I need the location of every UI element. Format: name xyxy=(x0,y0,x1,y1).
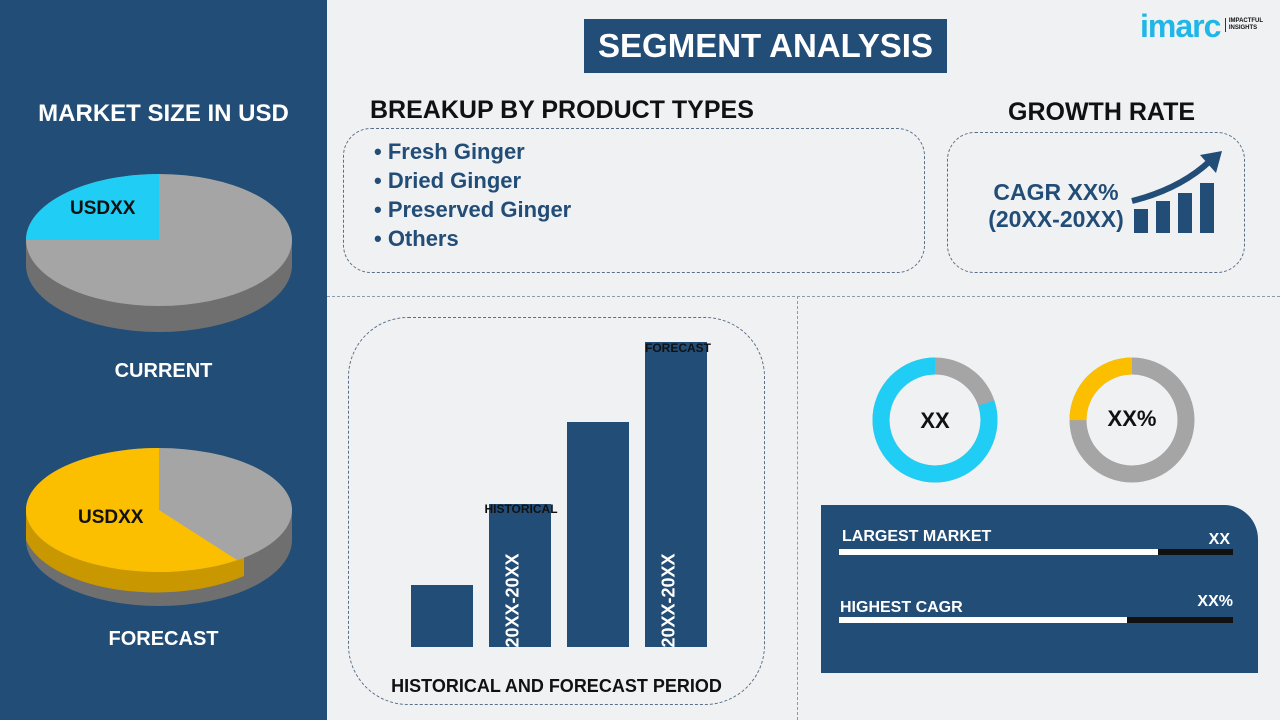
imarc-logo: imarc IMPACTFUL INSIGHTS xyxy=(1140,8,1269,45)
x-axis-label: HISTORICAL AND FORECAST PERIOD xyxy=(391,676,722,696)
progress-bar xyxy=(839,617,1233,623)
market-size-heading: MARKET SIZE IN USD xyxy=(38,100,289,127)
growth-box: CAGR XX% (20XX-20XX) xyxy=(947,132,1245,273)
market-size-panel: MARKET SIZE IN USD USDXX CURRENT USDXX F… xyxy=(0,0,327,720)
page-title: SEGMENT ANALYSIS xyxy=(584,19,947,73)
cagr-period: (20XX-20XX) xyxy=(988,206,1124,232)
donut-1-label: XX xyxy=(920,408,950,433)
stat-value: XX% xyxy=(1197,593,1233,610)
forecast-side-slice xyxy=(26,510,244,593)
list-item: • Others xyxy=(374,226,459,251)
forecast-period: 20XX-20XX xyxy=(658,553,679,648)
donut-2-label: XX% xyxy=(1107,406,1157,431)
list-item: • Fresh Ginger xyxy=(374,139,525,164)
donut-segment xyxy=(872,357,998,483)
current-slice xyxy=(26,174,159,240)
stat-value: XX xyxy=(1208,531,1230,548)
list-item: • Preserved Ginger xyxy=(374,197,572,222)
current-pie xyxy=(26,174,292,332)
growth-heading: GROWTH RATE xyxy=(1008,98,1196,126)
cagr-text: CAGR XX% xyxy=(993,179,1119,205)
growth-chart-icon xyxy=(1131,151,1222,233)
bar-chart: HISTORICAL FORECAST 20XX-20XX 20XX-20XX … xyxy=(348,317,765,705)
breakup-box: • Fresh Ginger • Dried Ginger • Preserve… xyxy=(343,128,925,273)
divider xyxy=(797,296,798,720)
forecast-label: FORECAST xyxy=(108,628,219,650)
bar xyxy=(411,585,473,647)
list-item: • Dried Ginger xyxy=(374,168,522,193)
breakup-heading: BREAKUP BY PRODUCT TYPES xyxy=(370,96,754,124)
donut-charts xyxy=(872,357,1195,483)
current-label: CURRENT xyxy=(114,360,213,382)
bar xyxy=(645,342,707,647)
stat-label: HIGHEST CAGR xyxy=(840,599,963,616)
historical-period: 20XX-20XX xyxy=(502,553,523,648)
donut-segment xyxy=(1069,357,1195,483)
bar xyxy=(489,504,551,647)
forecast-slice xyxy=(25,448,238,572)
stats-panel: LARGEST MARKET XX HIGHEST CAGR XX% xyxy=(821,505,1258,673)
forecast-value: USDXX xyxy=(78,507,144,528)
bar xyxy=(567,422,629,647)
progress-bar xyxy=(839,549,1233,555)
current-value: USDXX xyxy=(70,198,136,219)
forecast-label: FORECAST xyxy=(645,341,711,355)
stat-label: LARGEST MARKET xyxy=(842,528,992,545)
historical-label: HISTORICAL xyxy=(484,502,558,516)
divider xyxy=(327,296,1280,297)
forecast-pie xyxy=(25,448,292,606)
